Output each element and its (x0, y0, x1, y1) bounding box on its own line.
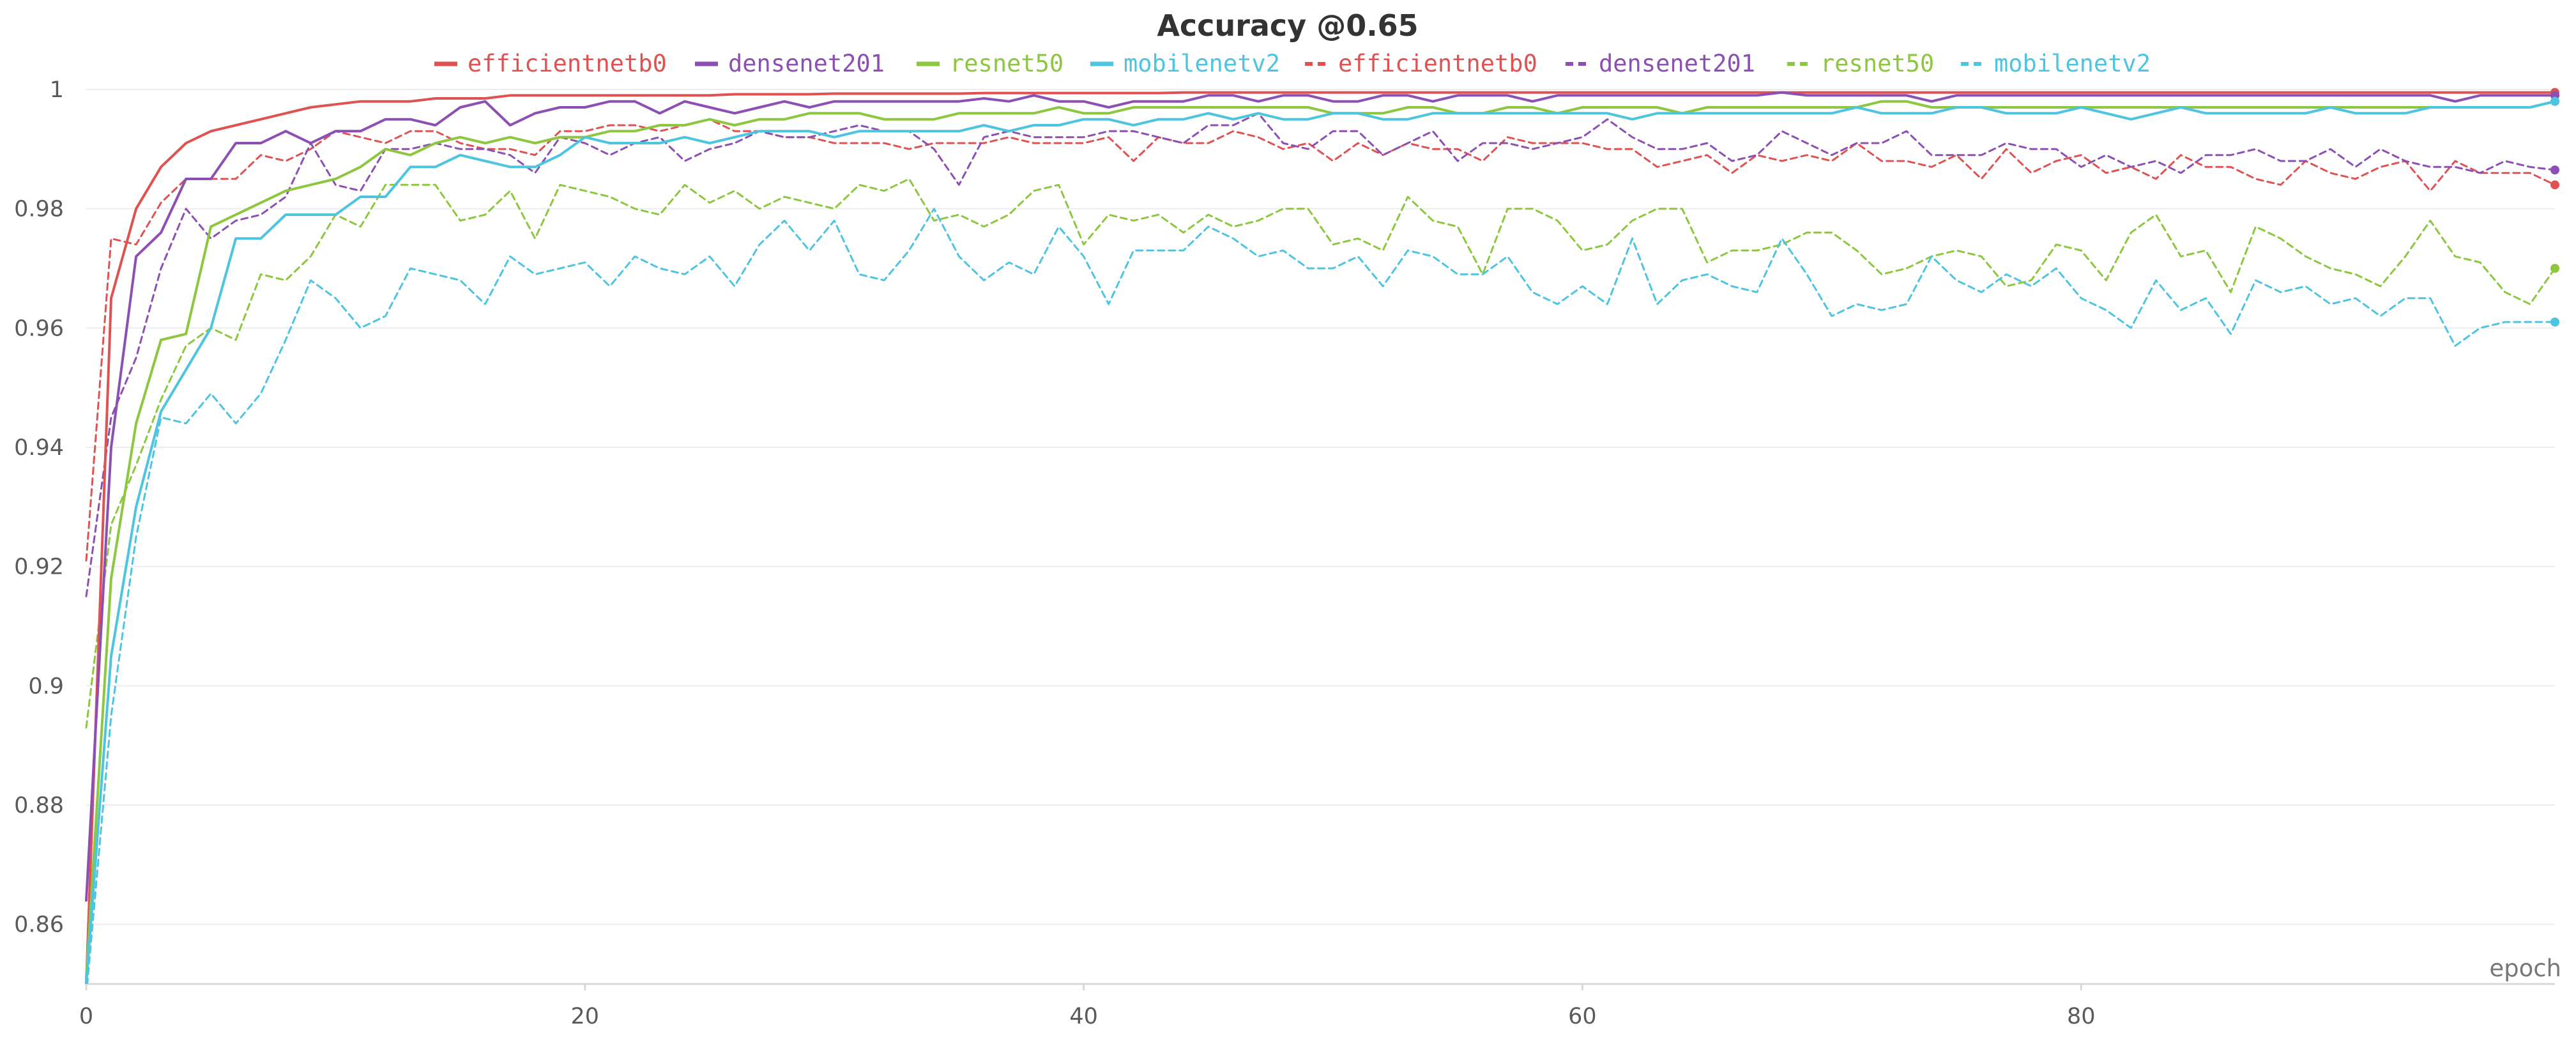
series-layer (85, 88, 2559, 984)
y-tick-label: 0.98 (14, 197, 64, 222)
y-tick-label: 0.86 (14, 912, 64, 938)
legend-item[interactable]: densenet201 (695, 50, 885, 77)
series-line-mobilenetv2-dashed (86, 208, 2556, 984)
series-line-mobilenetv2-solid (85, 100, 2556, 984)
legend-item[interactable]: resnet50 (1787, 50, 1934, 77)
legend-label: densenet201 (1599, 50, 1755, 77)
series-line-densenet201-dashed (85, 112, 2556, 597)
series-endpoint-efficientnetb0-dashed (2550, 180, 2559, 190)
x-axis-label: epoch (2489, 955, 2561, 982)
legend-label: efficientnetb0 (1338, 50, 1537, 77)
series-line-resnet50-dashed (85, 178, 2556, 729)
x-tick-label: 20 (571, 1004, 600, 1029)
legend-label: densenet201 (728, 50, 885, 77)
legend-item[interactable]: efficientnetb0 (434, 50, 667, 77)
series-line-resnet50-solid (85, 100, 2556, 979)
y-tick-label: 0.9 (28, 673, 64, 699)
legend-label: mobilenetv2 (1124, 50, 1280, 77)
series-endpoint-mobilenetv2-dashed (2550, 318, 2559, 326)
y-tick-label: 0.96 (14, 316, 64, 341)
legend-item[interactable]: mobilenetv2 (1961, 50, 2151, 77)
x-tick-label: 80 (2067, 1004, 2096, 1029)
legend-item[interactable]: densenet201 (1566, 50, 1755, 77)
legend-label: resnet50 (950, 50, 1063, 77)
x-axis: 0 20 40 60 80 (79, 983, 2555, 1029)
chart-title: Accuracy @0.65 (1157, 8, 1418, 43)
series-endpoint-mobilenetv2-solid (2550, 96, 2559, 106)
y-tick-label: 0.88 (14, 793, 64, 818)
legend-label: mobilenetv2 (1994, 50, 2151, 77)
y-tick-label: 0.94 (14, 435, 64, 461)
y-tick-label: 0.92 (14, 555, 64, 580)
x-tick-label: 0 (79, 1004, 93, 1029)
chart-legend: efficientnetb0 densenet201 resnet50 mobilen… (434, 50, 2151, 77)
y-tick-label: 1 (50, 77, 64, 103)
y-axis: 0.86 0.88 0.9 0.92 0.94 0.96 0.98 1 (14, 77, 64, 938)
legend-label: resnet50 (1820, 50, 1934, 77)
series-line-efficientnetb0-solid (85, 91, 2556, 984)
legend-label: efficientnetb0 (468, 50, 667, 77)
legend-item[interactable]: resnet50 (917, 50, 1063, 77)
legend-item[interactable]: mobilenetv2 (1090, 50, 1280, 77)
x-tick-label: 40 (1069, 1004, 1098, 1029)
series-endpoint-densenet201-dashed (2550, 165, 2559, 174)
series-endpoint-resnet50-dashed (2550, 264, 2559, 273)
x-tick-label: 60 (1568, 1004, 1597, 1029)
series-line-densenet201-solid (85, 91, 2556, 902)
chart-grid (86, 89, 2555, 925)
legend-item[interactable]: efficientnetb0 (1305, 50, 1537, 77)
series-line-efficientnetb0-dashed (85, 118, 2556, 562)
